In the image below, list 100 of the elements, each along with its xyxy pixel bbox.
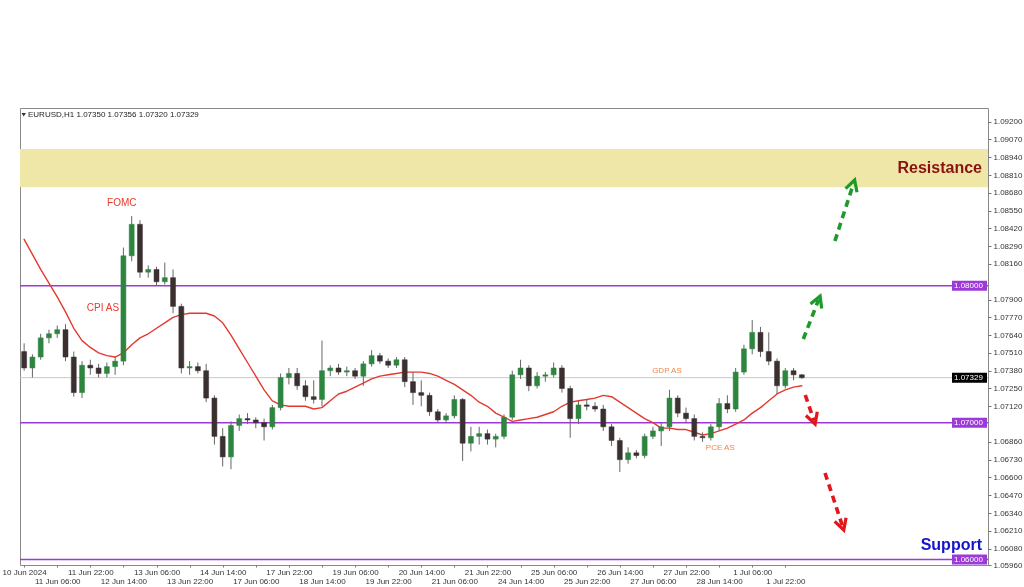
x-tick-label: 1 Jul 22:00	[766, 576, 806, 586]
x-tick-label: 17 Jun 22:00	[266, 567, 314, 577]
y-tick-label: 1.07120	[993, 401, 1023, 411]
x-tick-label: 28 Jun 14:00	[696, 576, 744, 586]
candlestick	[261, 418, 267, 441]
candlestick	[37, 333, 44, 361]
candlestick	[675, 394, 681, 418]
y-tick-label: 1.05960	[993, 560, 1023, 570]
candlestick	[162, 262, 168, 286]
candlestick	[153, 266, 160, 287]
annotation: Support	[920, 535, 983, 553]
candlestick	[641, 433, 648, 459]
y-tick-label: 1.07250	[993, 383, 1023, 393]
candlestick	[600, 404, 607, 432]
x-tick-label: 13 Jun 06:00	[133, 567, 181, 577]
x-tick-label: 13 Jun 22:00	[166, 576, 214, 586]
annotation: PCE AS	[705, 443, 735, 452]
candlestick	[617, 437, 623, 473]
candlestick	[294, 367, 300, 391]
ref-line-label: 1.07000	[954, 417, 984, 427]
candlestick	[219, 427, 226, 467]
y-tick-label: 1.06860	[993, 437, 1023, 447]
candlestick	[592, 401, 598, 413]
y-tick-label: 1.07770	[993, 312, 1023, 322]
candlestick	[360, 360, 367, 387]
candlestick	[683, 407, 689, 424]
candlestick	[757, 326, 764, 358]
candlestick	[716, 397, 722, 432]
candlestick	[501, 413, 507, 440]
band-label: Resistance	[897, 159, 983, 177]
x-tick-label: 17 Jun 06:00	[233, 576, 280, 586]
candlestick	[104, 362, 110, 379]
candlestick	[691, 413, 698, 441]
x-tick-label: 25 Jun 06:00	[531, 567, 578, 577]
y-tick-label: 1.08550	[993, 206, 1023, 216]
annotation: EURUSD,H1 1.07350 1.07356 1.07320 1.07329	[28, 110, 200, 119]
y-tick-label: 1.08940	[993, 152, 1023, 162]
candlestick	[766, 331, 772, 366]
y-tick-label: 1.08290	[993, 241, 1023, 251]
x-tick-label: 20 Jun 14:00	[398, 567, 446, 577]
candlestick	[782, 367, 789, 389]
annotation: FOMC	[107, 197, 137, 208]
y-tick-label: 1.06080	[993, 544, 1023, 554]
candlestick	[195, 362, 201, 374]
candlestick	[21, 342, 27, 372]
y-tick-label: 1.07900	[993, 295, 1023, 305]
x-tick-label: 1 Jul 06:00	[733, 567, 773, 577]
candlestick	[608, 423, 615, 447]
candlestick	[302, 379, 309, 402]
candlestick	[401, 356, 408, 388]
x-tick-label: 24 Jun 14:00	[497, 576, 545, 586]
y-tick-label: 1.07510	[993, 348, 1023, 358]
candlestick	[575, 400, 582, 425]
candlestick	[310, 379, 317, 405]
x-tick-label: 19 Jun 22:00	[365, 576, 413, 586]
y-tick-label: 1.08160	[993, 259, 1023, 269]
candlestick	[559, 364, 565, 394]
candlestick	[46, 329, 52, 344]
x-tick-label: 18 Jun 14:00	[299, 576, 347, 586]
y-tick-label: 1.06730	[993, 455, 1023, 465]
x-tick-label: 21 Jun 06:00	[431, 576, 479, 586]
y-tick-label: 1.06470	[993, 490, 1023, 500]
x-tick-label: 27 Jun 06:00	[630, 576, 678, 586]
candlestick	[749, 319, 755, 355]
y-tick-label: 1.08680	[993, 188, 1023, 198]
candlestick	[112, 356, 118, 376]
annotation: GDP AS	[652, 366, 682, 375]
x-tick-label: 26 Jun 14:00	[597, 567, 645, 577]
y-tick-label: 1.08810	[993, 170, 1023, 180]
x-tick-label: 19 Jun 06:00	[332, 567, 380, 577]
ref-line-label: 1.08000	[954, 280, 984, 290]
y-tick-label: 1.06340	[993, 508, 1023, 518]
y-tick-label: 1.09200	[993, 117, 1023, 127]
y-tick-label: 1.06600	[993, 472, 1023, 482]
candlestick	[658, 422, 664, 447]
y-tick-label: 1.07380	[993, 366, 1023, 376]
x-tick-label: 21 Jun 22:00	[464, 567, 512, 577]
ref-line-label: 1.06000	[954, 554, 984, 564]
candlestick	[269, 404, 276, 431]
y-tick-label: 1.09070	[993, 134, 1023, 144]
y-tick-label: 1.06210	[993, 526, 1023, 536]
x-tick-label: 10 Jun 2024	[2, 567, 48, 577]
candlestick	[286, 367, 292, 385]
x-tick-label: 11 Jun 22:00	[67, 567, 115, 577]
x-tick-label: 25 Jun 22:00	[564, 576, 611, 586]
x-tick-label: 11 Jun 06:00	[34, 576, 82, 586]
candlestick	[410, 371, 416, 406]
candlestick	[426, 392, 433, 417]
x-tick-label: 27 Jun 22:00	[663, 567, 711, 577]
ref-line-label: 1.07329	[954, 372, 984, 382]
x-tick-label: 14 Jun 14:00	[200, 567, 247, 577]
candlestick	[451, 394, 458, 420]
y-tick-label: 1.07640	[993, 330, 1023, 340]
y-tick-label: 1.08420	[993, 223, 1023, 233]
candlestick	[625, 446, 631, 465]
candlestick	[418, 379, 424, 407]
candlestick	[517, 359, 524, 380]
annotation: CPI AS	[86, 302, 120, 313]
candlestick	[29, 353, 36, 379]
candlestick	[741, 344, 747, 376]
